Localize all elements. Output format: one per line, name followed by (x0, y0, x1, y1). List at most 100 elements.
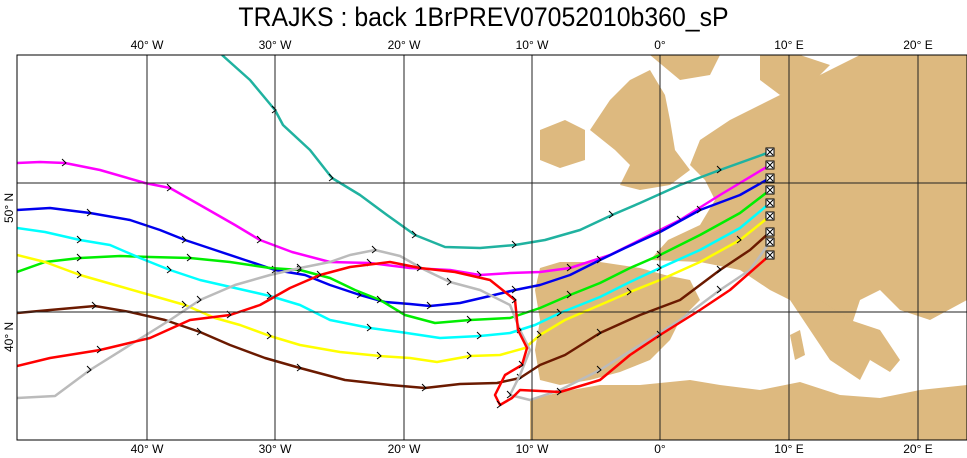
italy-land (820, 300, 900, 372)
time-marker-icon (696, 205, 702, 214)
lon-label-top: 20° E (903, 38, 933, 52)
time-marker-icon (316, 270, 322, 279)
lat-label: 40° N (2, 321, 16, 352)
time-marker-icon (76, 235, 82, 244)
time-marker-icon (536, 330, 542, 339)
start-point-icon (765, 237, 775, 247)
europe-land (650, 55, 967, 380)
time-marker-icon (626, 287, 632, 296)
scotland-land (650, 55, 720, 80)
time-marker-icon (566, 263, 572, 272)
time-marker-icon (266, 331, 272, 340)
lon-label-bottom: 0° (654, 442, 666, 456)
time-marker-icon (716, 265, 722, 274)
lon-label-top: 0° (654, 38, 666, 52)
africa-land (530, 380, 967, 440)
trajectory-green (17, 189, 771, 325)
lon-label-bottom: 30° W (258, 442, 292, 456)
time-marker-icon (608, 210, 614, 219)
lon-label-top: 40° W (130, 38, 164, 52)
lon-label-bottom: 10° W (515, 442, 549, 456)
time-marker-icon (416, 263, 422, 272)
time-marker-icon (166, 265, 172, 274)
time-marker-icon (296, 263, 302, 272)
lon-label-top: 10° W (515, 38, 549, 52)
britain-land (590, 70, 690, 190)
time-marker-icon (656, 263, 662, 272)
time-marker-icon (656, 250, 662, 259)
time-marker-icon (511, 295, 517, 304)
time-marker-icon (596, 365, 602, 374)
time-marker-icon (366, 323, 372, 332)
lon-label-top: 20° W (387, 38, 421, 52)
time-marker-icon (371, 245, 377, 254)
lon-label-top: 30° W (258, 38, 292, 52)
map-frame (16, 54, 967, 441)
time-marker-icon (596, 255, 602, 264)
time-marker-icon (296, 363, 302, 372)
time-marker-icon (716, 285, 722, 294)
start-point-icon (765, 147, 775, 157)
time-marker-icon (76, 253, 82, 262)
lon-label-bottom: 20° E (903, 442, 933, 456)
time-marker-icon (506, 390, 512, 399)
start-point-icon (765, 160, 775, 170)
time-marker-icon (421, 383, 427, 392)
time-marker-icon (181, 235, 187, 244)
time-marker-icon (96, 345, 102, 354)
time-marker-icon (476, 331, 482, 340)
time-marker-icon (61, 158, 67, 167)
time-marker-icon (376, 351, 382, 360)
trajectory-yellow (17, 215, 771, 364)
map-title: TRAJKS : back 1BrPREV07052010b360_sP (238, 2, 729, 32)
time-marker-icon (596, 328, 602, 337)
start-point-icon (765, 185, 775, 195)
time-marker-icon (91, 301, 97, 310)
time-marker-icon (271, 105, 277, 114)
trajectory-cyan (17, 202, 771, 340)
time-marker-icon (256, 235, 262, 244)
time-marker-icon (76, 270, 82, 279)
lon-label-bottom: 40° W (130, 442, 164, 456)
trajectory-grey (17, 241, 772, 402)
time-marker-icon (196, 327, 202, 336)
trajectory-brown (17, 231, 771, 390)
time-marker-icon (566, 290, 572, 299)
time-marker-icon (86, 208, 92, 217)
lon-label-top: 10° E (774, 38, 804, 52)
time-marker-icon (466, 351, 472, 360)
sardinia-land (790, 330, 805, 360)
scandinavia-land (760, 55, 830, 95)
time-marker-icon (181, 300, 187, 309)
time-marker-icon (86, 365, 92, 374)
ireland-land (540, 120, 585, 168)
time-marker-icon (186, 253, 192, 262)
time-marker-icon (426, 301, 432, 310)
time-marker-icon (736, 235, 742, 244)
time-marker-icon (411, 230, 417, 239)
time-marker-icon (376, 295, 382, 304)
time-marker-icon (518, 360, 524, 369)
time-marker-icon (328, 173, 334, 182)
time-marker-icon (511, 285, 517, 294)
lat-label: 50° N (2, 192, 16, 223)
start-point-icon (765, 173, 775, 183)
start-point-icon (765, 211, 775, 221)
trajectory-blue (17, 176, 771, 308)
time-marker-icon (656, 330, 662, 339)
time-marker-icon (716, 165, 722, 174)
start-point-icon (765, 250, 775, 260)
trajectory-red (17, 254, 771, 407)
time-marker-icon (196, 295, 202, 304)
start-point-icon (765, 198, 775, 208)
time-marker-icon (446, 277, 452, 286)
trajectory-teal (221, 55, 771, 250)
time-marker-icon (166, 183, 172, 192)
time-marker-icon (466, 315, 472, 324)
map-content (17, 55, 967, 440)
time-marker-icon (496, 400, 502, 409)
lon-label-bottom: 20° W (387, 442, 421, 456)
time-marker-icon (556, 387, 562, 396)
time-marker-icon (511, 240, 517, 249)
